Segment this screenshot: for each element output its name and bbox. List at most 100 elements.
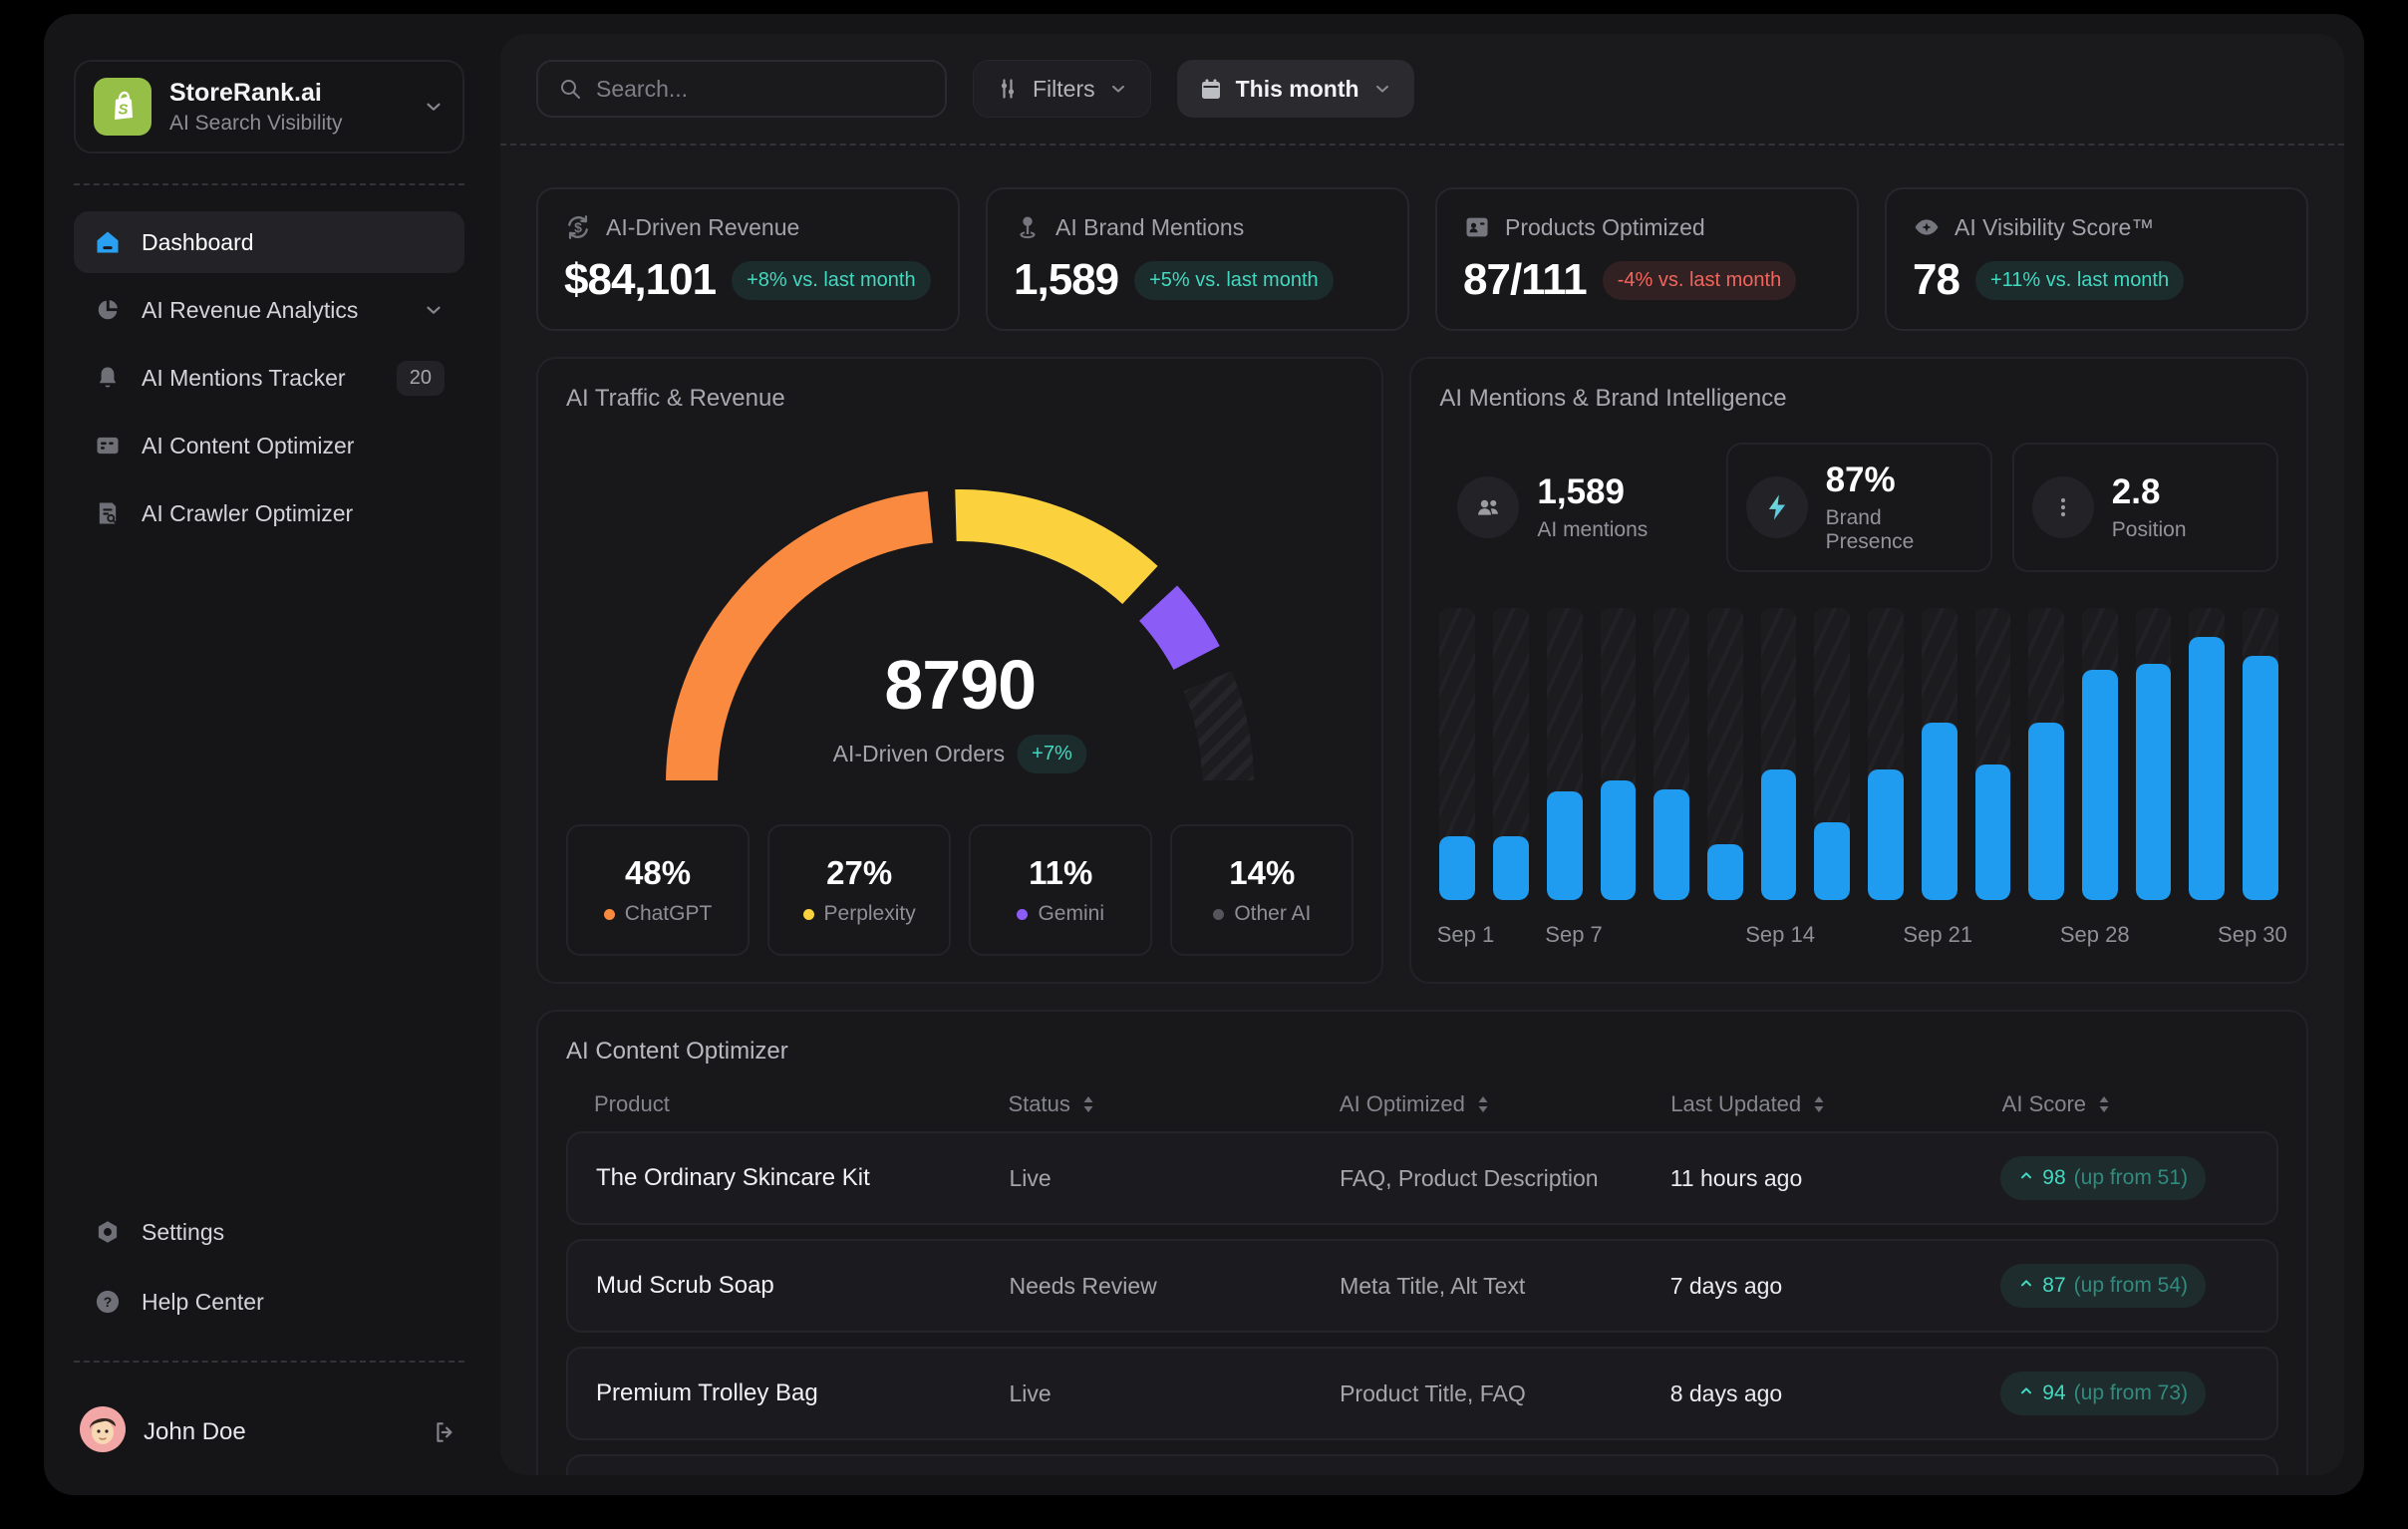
kpi-value: 1,589: [1014, 255, 1119, 304]
caret-up-icon: [2018, 1166, 2034, 1190]
bar-3: [1546, 791, 1583, 900]
sidebar-item-dashboard[interactable]: Dashboard: [74, 211, 464, 273]
kpi-card-2: AI Brand Mentions 1,589 +5% vs. last month: [986, 187, 1409, 331]
home-icon: [94, 228, 122, 256]
card-title: AI Traffic & Revenue: [566, 385, 785, 412]
table-row[interactable]: The Ordinary Skincare Kit Live FAQ, Produc…: [566, 1131, 2278, 1225]
sort-icon: [1811, 1094, 1827, 1114]
bar-column-2: [1493, 608, 1529, 900]
sidebar-item-ai-mentions-tracker[interactable]: AI Mentions Tracker 20: [74, 347, 464, 409]
revenue-cycle-icon: $: [564, 213, 592, 241]
cell-ai-score: 98 (up from 51): [2000, 1156, 2249, 1200]
kpi-header: Products Optimized: [1463, 213, 1831, 241]
bar-11: [1974, 764, 2011, 900]
sidebar-footer-nav: Settings ? Help Center: [74, 1201, 464, 1333]
app-window: S StoreRank.ai AI Search Visibility Dash…: [44, 14, 2364, 1495]
bar-column-11: [1974, 608, 2011, 900]
user-name: John Doe: [144, 1417, 246, 1445]
stat-label: Position: [2111, 518, 2187, 541]
mentions-stats: 1,589 AI mentions 87% Brand Presence 2.8 Posi…: [1439, 443, 2278, 572]
tile-percent: 14%: [1229, 854, 1296, 891]
period-label: This month: [1235, 75, 1359, 102]
location-pin-icon: [1014, 213, 1042, 241]
kpi-delta-badge: -4% vs. last month: [1602, 260, 1797, 300]
kpi-header: AI Brand Mentions: [1014, 213, 1381, 241]
bar-5: [1654, 788, 1689, 900]
column-header-ai-score[interactable]: AI Score: [2002, 1091, 2251, 1117]
sidebar-item-ai-content-optimizer[interactable]: AI Content Optimizer: [74, 415, 464, 476]
mentions-stat-brand-presence: 87% Brand Presence: [1725, 443, 1992, 572]
kpi-label: Products Optimized: [1505, 213, 1705, 240]
pie-chart-icon: [94, 296, 122, 324]
kpi-label: AI-Driven Revenue: [606, 213, 800, 240]
bar-column-1: [1439, 608, 1476, 900]
sidebar: S StoreRank.ai AI Search Visibility Dash…: [44, 14, 494, 1495]
search-input[interactable]: [596, 75, 925, 103]
column-header-ai-optimized[interactable]: AI Optimized: [1340, 1091, 1670, 1117]
column-header-status[interactable]: Status: [1009, 1091, 1340, 1117]
search-box[interactable]: [536, 60, 947, 118]
svg-text:$: $: [574, 219, 582, 235]
bolt-icon: [1745, 476, 1808, 538]
date-range-button[interactable]: This month: [1176, 60, 1414, 118]
kpi-header: $ AI-Driven Revenue: [564, 213, 932, 241]
sidebar-item-label: Dashboard: [142, 228, 254, 255]
chevron-down-icon: [1372, 79, 1392, 99]
eye-star-icon: [1913, 213, 1941, 241]
score-badge: 98 (up from 51): [2000, 1156, 2207, 1200]
score-badge: 87 (up from 54): [2000, 1264, 2207, 1308]
stat-value: 2.8: [2111, 472, 2161, 511]
charts-row: AI Traffic & Revenue 8790 AI-Driv: [536, 357, 2308, 984]
tile-label-text: Other AI: [1234, 902, 1312, 925]
x-tick-label: Sep 14: [1745, 922, 1815, 947]
bar-13: [2082, 669, 2118, 900]
bar-10: [1921, 722, 1957, 900]
table-body: The Ordinary Skincare Kit Live FAQ, Produc…: [566, 1131, 2278, 1475]
sidebar-item-ai-crawler-optimizer[interactable]: AI Crawler Optimizer: [74, 482, 464, 544]
bar-2: [1493, 835, 1529, 900]
column-header-product: Product: [594, 1091, 1009, 1117]
kpi-card-4: AI Visibility Score™ 78 +11% vs. last mont…: [1885, 187, 2308, 331]
sort-icon: [1475, 1094, 1491, 1114]
score-badge: 94 (up from 73): [2000, 1372, 2207, 1415]
tile-label-text: Gemini: [1038, 902, 1104, 925]
sidebar-item-settings[interactable]: Settings: [74, 1201, 464, 1263]
content-optimizer-table-card: AI Content Optimizer Product Status AI Opt…: [536, 1010, 2308, 1475]
bar-column-4: [1600, 608, 1637, 900]
cell-status: Live: [1009, 1164, 1052, 1191]
sidebar-item-help-center[interactable]: ? Help Center: [74, 1271, 464, 1333]
legend-dot: [603, 908, 615, 920]
column-label: AI Score: [2001, 1091, 2087, 1116]
gear-icon: [94, 1218, 122, 1246]
sliders-icon: [996, 77, 1020, 101]
bar-6: [1706, 844, 1743, 900]
cell-last-updated: 8 days ago: [1669, 1379, 1783, 1406]
table-row[interactable]: Premium Trolley Bag Live Product Title, FA…: [566, 1347, 2278, 1440]
legend-dot: [802, 908, 814, 920]
bar-chart-x-axis: Sep 1 Sep 7 Sep 14 Sep 21 Sep 28 Sep 30: [1436, 922, 2287, 956]
bar-16: [2243, 656, 2278, 900]
stat-label: Brand Presence: [1825, 506, 1915, 553]
x-tick-label: Sep 21: [1903, 922, 1973, 947]
score-value: 87: [2042, 1274, 2066, 1297]
traffic-revenue-card: AI Traffic & Revenue 8790 AI-Driv: [536, 357, 1384, 984]
kpi-value: 87/111: [1463, 255, 1588, 304]
filters-button[interactable]: Filters: [973, 60, 1151, 118]
gauge-label: AI-Driven Orders: [832, 740, 1006, 766]
x-tick-label: Sep 1: [1436, 922, 1495, 947]
x-tick-label: Sep 7: [1545, 922, 1603, 947]
id-card-icon: [1463, 213, 1491, 241]
user-menu[interactable]: John Doe: [74, 1406, 464, 1457]
logout-icon[interactable]: [433, 1419, 458, 1445]
workspace-switcher[interactable]: S StoreRank.ai AI Search Visibility: [74, 60, 464, 153]
table-row[interactable]: Mud Scrub Soap Needs Review Meta Title, Al…: [566, 1239, 2278, 1333]
sidebar-divider: [74, 183, 464, 185]
mentions-bar-chart: Sep 1 Sep 7 Sep 14 Sep 21 Sep 28 Sep 30: [1436, 608, 2287, 956]
column-header-last-updated[interactable]: Last Updated: [1670, 1091, 2001, 1117]
kpi-label: AI Visibility Score™: [1955, 213, 2155, 240]
gauge-delta-badge: +7%: [1017, 734, 1087, 773]
stat-value: 1,589: [1537, 472, 1625, 511]
sidebar-item-ai-revenue-analytics[interactable]: AI Revenue Analytics: [74, 279, 464, 341]
table-title: AI Content Optimizer: [566, 1038, 788, 1065]
sidebar-item-label: AI Revenue Analytics: [142, 296, 359, 323]
